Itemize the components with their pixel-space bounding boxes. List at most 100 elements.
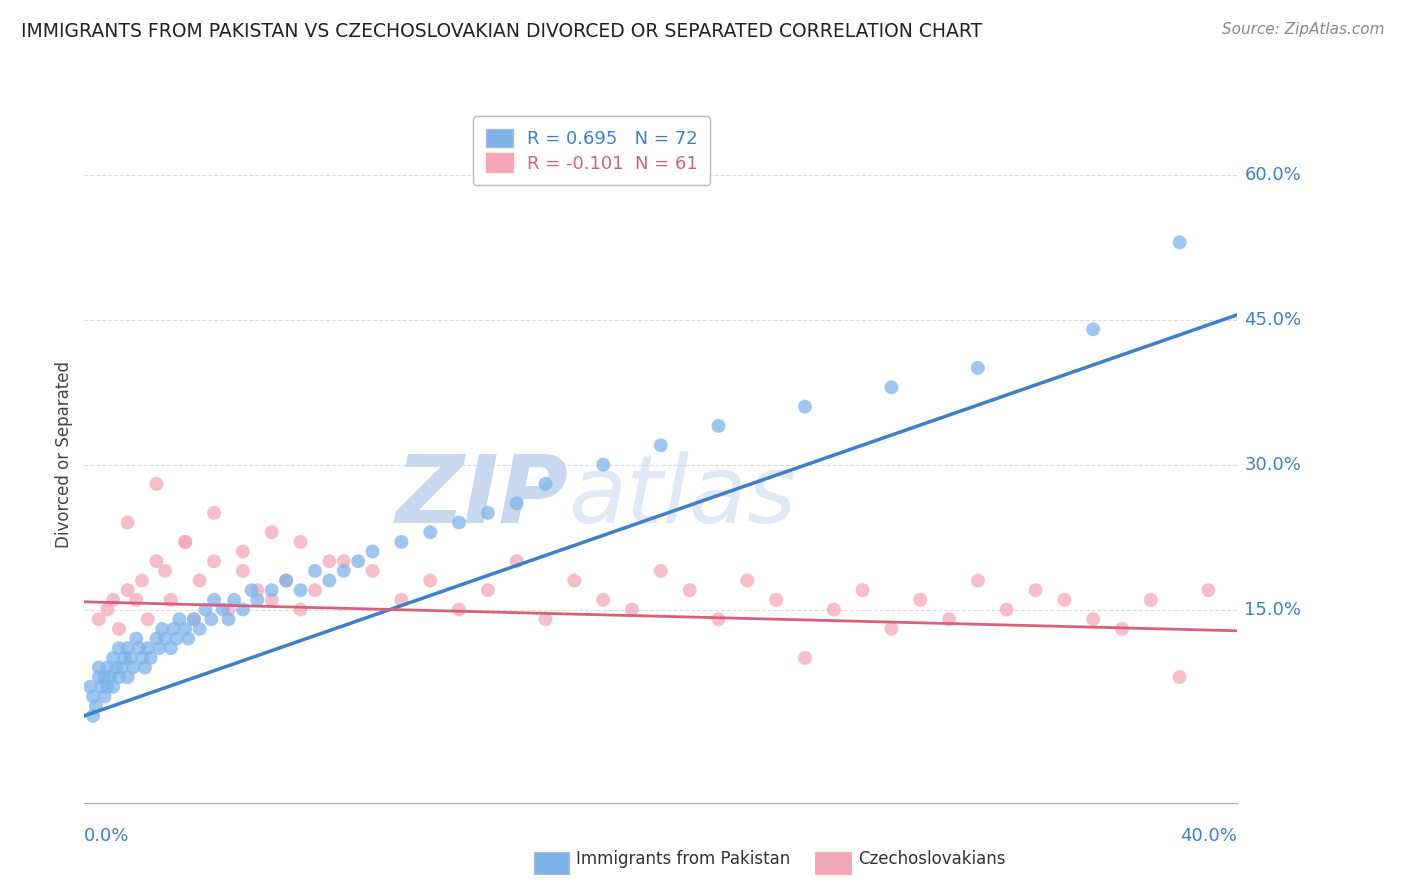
Point (136, 612, 159, 626)
Text: 40.0%: 40.0% (1181, 827, 1237, 845)
Point (361, 564, 384, 578)
Point (246, 592, 269, 607)
Point (419, 574, 441, 588)
Point (240, 583, 263, 598)
Point (150, 622, 173, 636)
Point (967, 574, 990, 588)
Point (166, 632, 188, 646)
Point (145, 632, 167, 646)
Point (93, 670, 115, 684)
Y-axis label: Divorced or Separated: Divorced or Separated (55, 361, 73, 549)
Point (96, 660, 118, 674)
Point (84, 699, 107, 714)
Point (592, 458, 614, 472)
Point (96, 680, 118, 694)
Point (87, 670, 110, 684)
Point (447, 602, 470, 616)
Point (678, 583, 700, 598)
Text: 0.0%: 0.0% (84, 827, 129, 845)
Point (534, 612, 557, 626)
Point (145, 554, 167, 568)
Point (96, 602, 118, 616)
Point (117, 516, 139, 530)
Point (174, 622, 197, 636)
Point (1081, 612, 1104, 626)
Point (103, 651, 124, 665)
Point (79, 680, 101, 694)
Point (707, 419, 730, 434)
Point (477, 506, 499, 520)
Point (183, 612, 205, 626)
Point (108, 670, 131, 684)
Point (304, 583, 326, 598)
Point (160, 641, 183, 656)
Point (447, 516, 470, 530)
Point (194, 602, 217, 616)
Point (153, 564, 176, 578)
Text: 60.0%: 60.0% (1244, 166, 1301, 184)
Point (650, 438, 672, 452)
Point (163, 622, 186, 636)
Point (188, 622, 211, 636)
Point (506, 496, 529, 510)
Point (117, 641, 139, 656)
Point (318, 554, 340, 568)
Point (1168, 235, 1191, 250)
Point (114, 651, 136, 665)
Point (290, 602, 312, 616)
Point (98, 670, 121, 684)
Point (1053, 592, 1076, 607)
Point (134, 660, 156, 674)
Point (217, 602, 239, 616)
Point (1111, 622, 1133, 636)
Point (1024, 583, 1046, 598)
Point (419, 525, 441, 540)
Point (108, 622, 131, 636)
Point (87, 612, 110, 626)
Point (224, 592, 246, 607)
Point (1081, 322, 1104, 336)
Point (592, 592, 614, 607)
Text: 45.0%: 45.0% (1244, 310, 1302, 328)
Point (103, 592, 124, 607)
Point (122, 660, 145, 674)
Point (274, 574, 298, 588)
Point (145, 476, 167, 491)
Point (82, 708, 104, 723)
Point (938, 612, 960, 626)
Point (534, 476, 557, 491)
Point (793, 651, 815, 665)
Point (232, 544, 254, 558)
Point (93, 690, 115, 704)
Text: ZIP: ZIP (395, 450, 568, 542)
Point (1139, 592, 1161, 607)
Text: 15.0%: 15.0% (1244, 600, 1302, 618)
Point (304, 564, 326, 578)
Text: IMMIGRANTS FROM PAKISTAN VS CZECHOSLOVAKIAN DIVORCED OR SEPARATED CORRELATION CH: IMMIGRANTS FROM PAKISTAN VS CZECHOSLOVAK… (21, 22, 983, 41)
Point (332, 564, 354, 578)
Point (823, 602, 845, 616)
Point (852, 583, 875, 598)
Point (82, 690, 104, 704)
Point (260, 583, 283, 598)
Point (120, 651, 142, 665)
Point (111, 660, 134, 674)
Point (169, 612, 191, 626)
Point (477, 583, 499, 598)
Point (347, 554, 370, 568)
Point (183, 612, 205, 626)
Point (880, 622, 903, 636)
Point (274, 574, 298, 588)
Point (707, 612, 730, 626)
Point (318, 574, 340, 588)
Point (90, 680, 112, 694)
Point (177, 632, 200, 646)
Point (562, 574, 586, 588)
Point (188, 574, 211, 588)
Legend: R = 0.695   N = 72, R = -0.101  N = 61: R = 0.695 N = 72, R = -0.101 N = 61 (472, 116, 710, 186)
Point (391, 535, 413, 549)
Point (117, 670, 139, 684)
Point (108, 641, 131, 656)
Point (174, 535, 197, 549)
Point (87, 660, 110, 674)
